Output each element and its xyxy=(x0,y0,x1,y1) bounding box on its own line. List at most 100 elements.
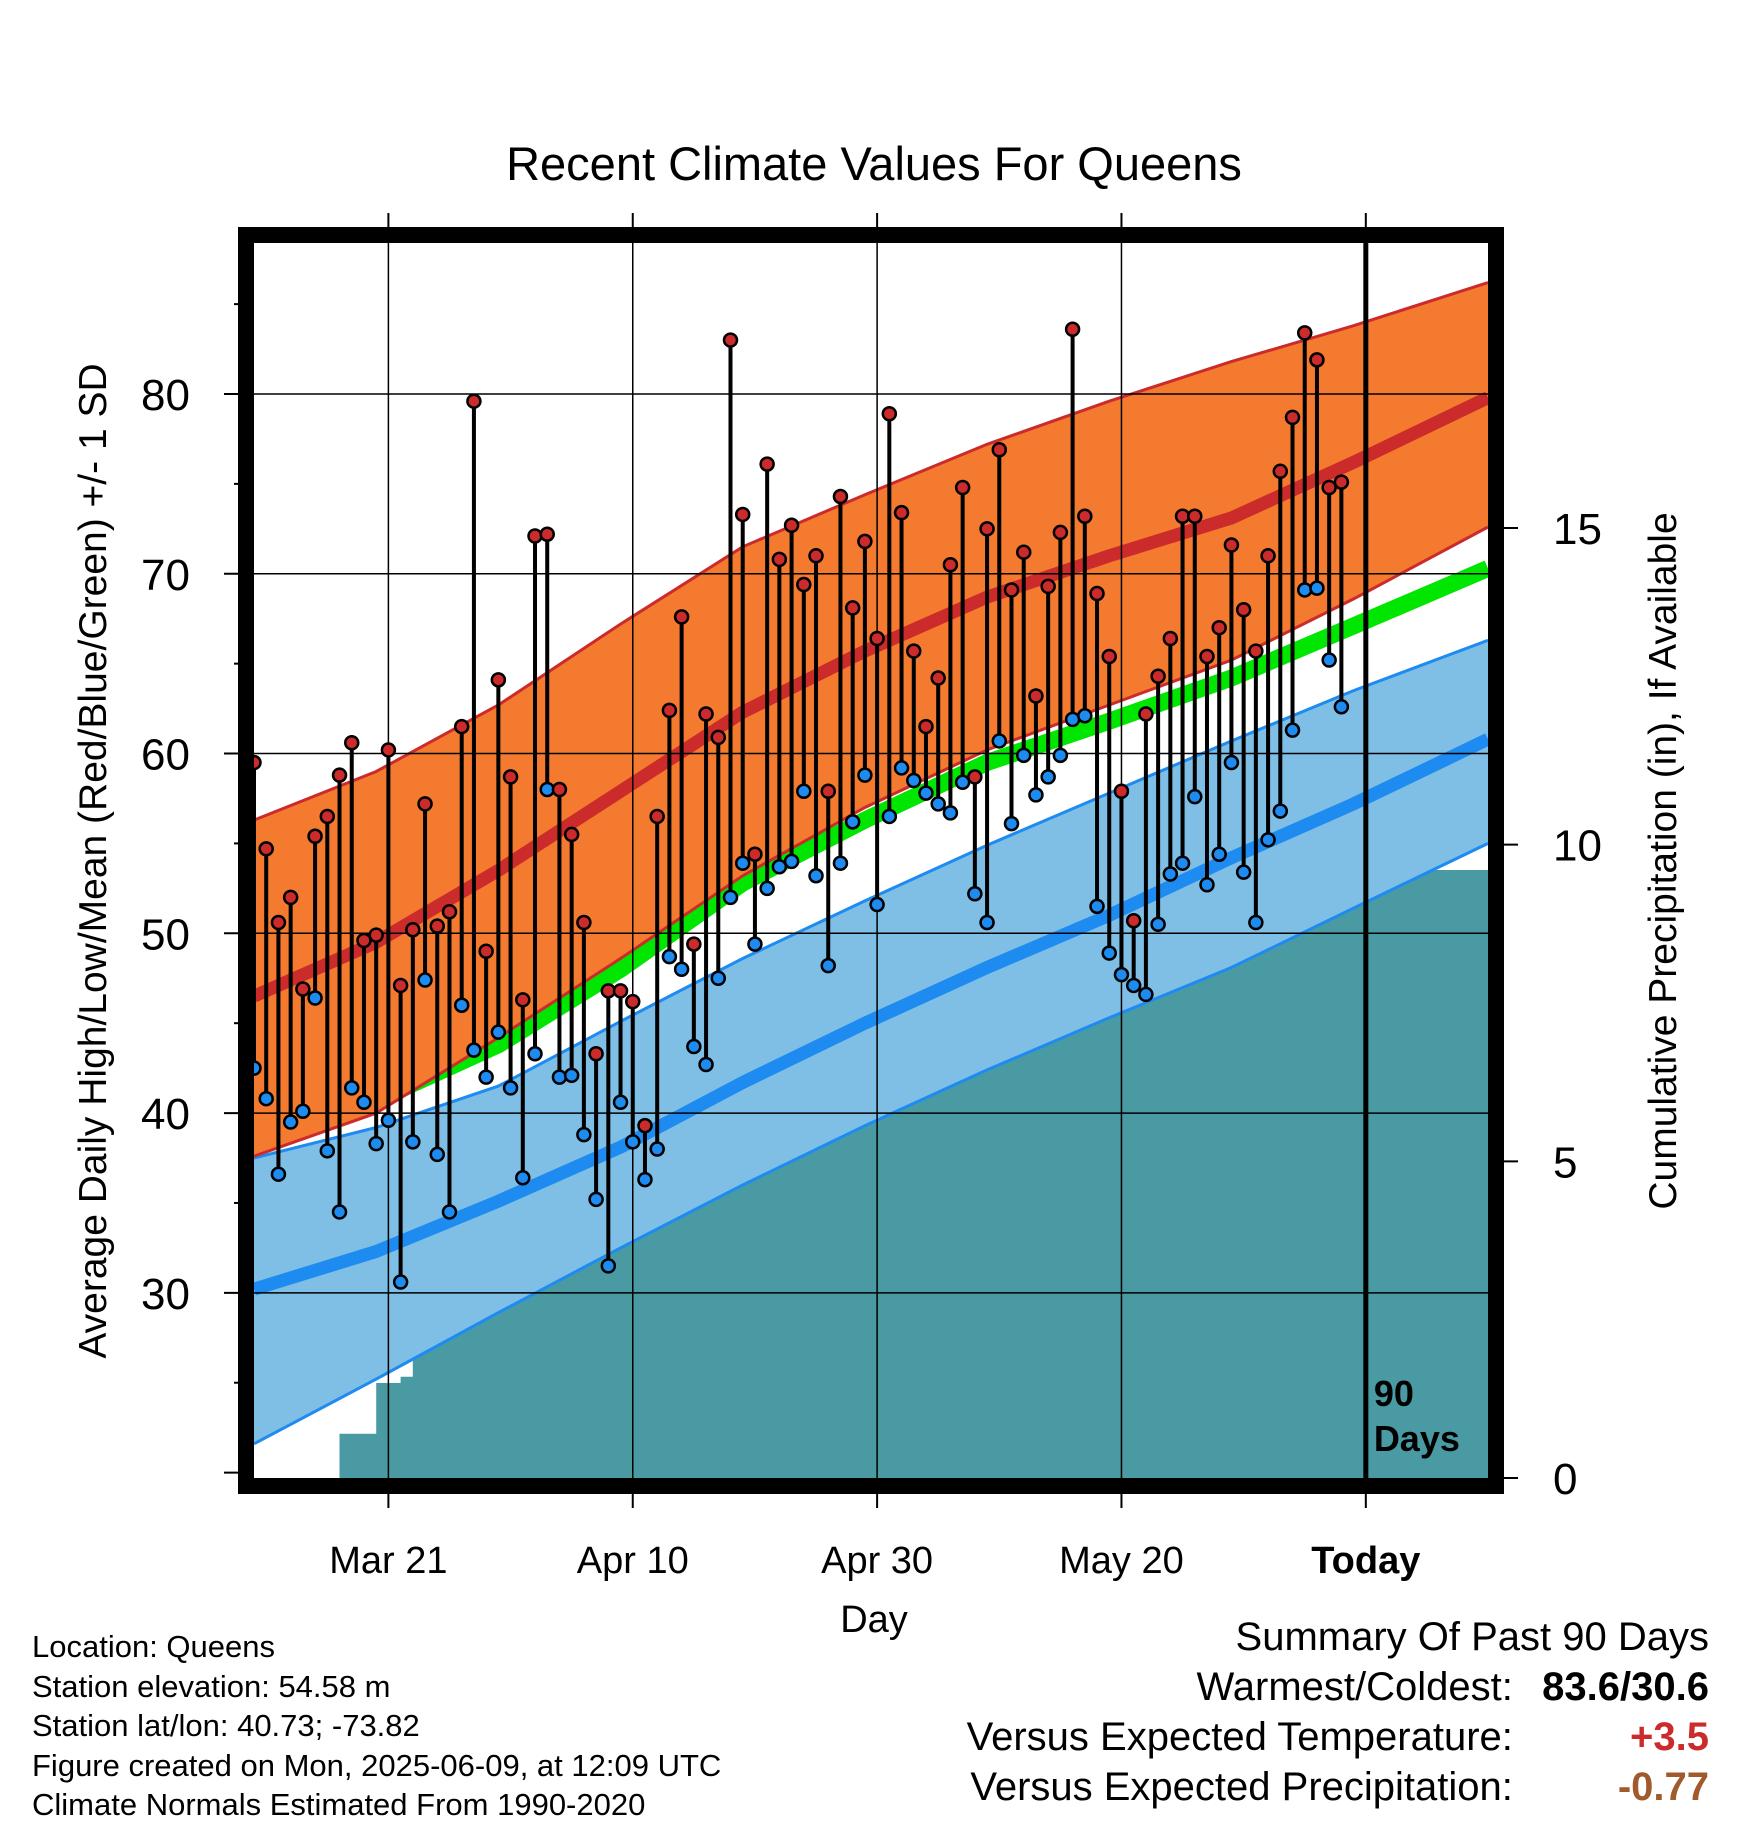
x-tick-label: Mar 21 xyxy=(329,1540,447,1582)
daily-low-point xyxy=(417,972,433,988)
daily-low-point xyxy=(857,767,873,783)
daily-low-point xyxy=(612,1094,629,1111)
daily-low-point xyxy=(661,948,678,965)
daily-low-point xyxy=(796,783,812,800)
daily-low-point xyxy=(991,733,1008,749)
daily-high-point xyxy=(649,808,665,825)
daily-high-point xyxy=(295,981,311,997)
daily-high-point xyxy=(1150,668,1166,684)
daily-low-point xyxy=(1125,977,1142,994)
daily-high-point xyxy=(869,630,885,647)
daily-low-point xyxy=(1162,866,1179,882)
daily-high-point xyxy=(1260,548,1276,564)
daily-high-point xyxy=(429,918,446,934)
daily-high-point xyxy=(1101,648,1117,665)
daily-high-point xyxy=(270,914,287,931)
daily-low-point xyxy=(343,1080,360,1096)
daily-high-point xyxy=(1333,474,1350,490)
daily-high-point xyxy=(1077,508,1093,524)
daily-high-point xyxy=(844,600,861,616)
daily-low-point xyxy=(1187,788,1203,805)
daily-low-point xyxy=(576,1126,592,1143)
daily-low-point xyxy=(1211,846,1227,862)
daily-low-point xyxy=(270,1166,287,1182)
y-tick-label: 40 xyxy=(141,1090,190,1139)
daily-low-point xyxy=(600,1258,617,1274)
daily-low-point xyxy=(881,808,898,825)
daily-low-point xyxy=(869,896,885,913)
daily-high-point xyxy=(331,767,348,783)
y-axis-label: Average Daily High/Low/Mean (Red/Blue/Gr… xyxy=(72,363,115,1358)
daily-low-point xyxy=(942,805,959,821)
daily-high-point xyxy=(551,781,568,798)
chart-title: Recent Climate Values For Queens xyxy=(506,137,1242,190)
daily-low-point xyxy=(319,1143,336,1159)
daily-high-point xyxy=(356,932,372,949)
daily-low-point xyxy=(254,1060,262,1076)
daily-high-point xyxy=(576,914,592,931)
daily-low-point xyxy=(478,1069,494,1085)
daily-low-point xyxy=(1089,898,1105,915)
elevation-text: Station elevation: 54.58 m xyxy=(32,1668,391,1704)
daily-low-point xyxy=(1003,815,1020,832)
x-tick-label: Apr 10 xyxy=(577,1540,689,1582)
warmest-coldest-label: Warmest/Coldest: xyxy=(1196,1665,1513,1709)
daily-high-point xyxy=(417,796,433,812)
daily-high-point xyxy=(979,521,995,537)
daily-high-point xyxy=(527,528,543,544)
daily-high-point xyxy=(307,828,323,844)
daily-high-point xyxy=(930,670,946,686)
daily-low-point xyxy=(710,970,727,986)
daily-high-point xyxy=(722,332,739,348)
daily-high-point xyxy=(808,548,824,564)
x-axis-label: Day xyxy=(840,1599,908,1641)
daily-high-point xyxy=(673,609,690,625)
daily-low-point xyxy=(368,1135,384,1152)
daily-low-point xyxy=(1309,580,1325,596)
daily-high-point xyxy=(906,643,922,659)
today-annotation-days-count: 90 xyxy=(1374,1373,1414,1414)
daily-low-point xyxy=(832,855,849,871)
daily-low-point xyxy=(466,1042,482,1058)
daily-high-point xyxy=(1113,783,1130,800)
daily-high-point xyxy=(954,479,971,496)
daily-high-point xyxy=(380,742,397,758)
y-tick-label: 70 xyxy=(141,551,190,600)
daily-high-point xyxy=(686,936,702,952)
daily-high-point xyxy=(282,889,299,906)
low-sd-band xyxy=(254,640,1488,1444)
daily-high-point xyxy=(759,456,775,472)
daily-high-point xyxy=(319,808,336,825)
daily-low-point xyxy=(759,880,775,897)
daily-low-point xyxy=(307,990,323,1006)
daily-low-point xyxy=(295,1103,311,1120)
daily-low-point xyxy=(734,855,751,871)
daily-high-point xyxy=(1125,912,1142,929)
summary-warmest-coldest: Warmest/Coldest: 83.6/30.6 xyxy=(967,1662,1710,1712)
daily-low-point xyxy=(1113,966,1130,983)
daily-high-point xyxy=(453,718,470,735)
daily-high-point xyxy=(942,557,959,573)
daily-high-point xyxy=(1003,582,1020,598)
daily-high-point xyxy=(734,506,751,523)
daily-high-point xyxy=(588,1045,604,1062)
precipitation-area xyxy=(254,870,1488,1478)
daily-high-point xyxy=(747,846,763,862)
daily-high-point xyxy=(661,702,678,719)
daily-low-point xyxy=(906,772,922,789)
daily-low-point xyxy=(1321,652,1337,668)
daily-high-point xyxy=(368,927,384,943)
x-tick-label: Apr 30 xyxy=(821,1540,933,1582)
daily-high-point xyxy=(1015,544,1032,560)
daily-high-point xyxy=(1040,578,1056,595)
daily-high-point xyxy=(771,551,788,568)
high-lower-line xyxy=(254,525,1488,1158)
daily-low-point xyxy=(1174,855,1191,871)
daily-low-point xyxy=(1052,747,1069,764)
daily-high-point xyxy=(490,672,507,688)
daily-low-point xyxy=(380,1112,397,1129)
daily-high-point xyxy=(857,533,873,550)
y-tick-label: 80 xyxy=(141,371,190,420)
daily-low-point xyxy=(1223,754,1240,771)
daily-high-point xyxy=(1321,479,1337,496)
